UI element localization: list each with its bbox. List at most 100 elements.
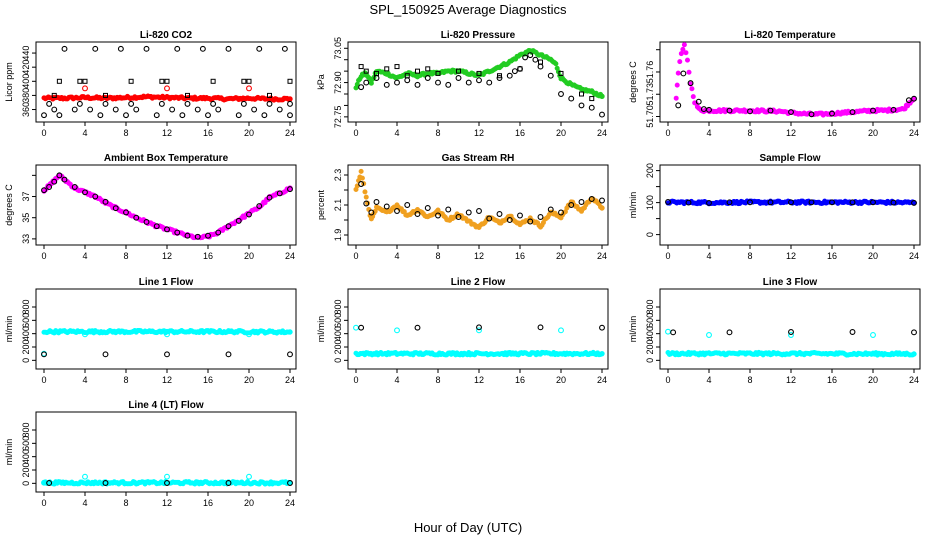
data-point — [256, 203, 263, 210]
y-tick-label: 800 — [21, 422, 31, 437]
data-point — [456, 68, 461, 74]
plot-frame — [659, 41, 921, 123]
x-tick-label: 16 — [203, 375, 213, 385]
series-circle — [670, 329, 917, 336]
data-point — [726, 107, 733, 114]
data-point — [41, 112, 47, 119]
data-point — [169, 106, 176, 113]
data-point — [788, 332, 794, 338]
x-tick-label: 8 — [123, 251, 128, 261]
data-point — [82, 473, 88, 480]
y-axis-label: degrees C — [628, 61, 638, 103]
x-tick-label: 20 — [244, 498, 254, 508]
x-tick-label: 4 — [82, 498, 87, 508]
series-circle — [665, 199, 917, 206]
data-point — [363, 194, 369, 200]
x-tick-label: 12 — [786, 128, 796, 138]
series-circle — [353, 324, 564, 334]
data-point — [82, 189, 88, 196]
y-tick-label: 200 — [21, 462, 31, 477]
data-point — [476, 324, 482, 331]
data-point — [537, 63, 544, 70]
data-point — [123, 112, 129, 119]
data-point — [46, 480, 53, 486]
data-point — [251, 106, 258, 113]
data-point — [246, 473, 252, 480]
plot-frame — [35, 288, 297, 370]
x-tick-label: 12 — [786, 375, 796, 385]
x-tick-label: 12 — [162, 375, 172, 385]
data-point — [41, 187, 47, 194]
data-point — [747, 108, 753, 115]
series-circle — [41, 172, 293, 240]
panel-ambient: Ambient Box Temperature degrees C 0 4 8 12 16 2… — [4, 153, 297, 261]
y-tick-label: 600 — [645, 313, 655, 328]
data-point — [112, 106, 119, 113]
plot-frame — [347, 288, 609, 370]
data-point — [46, 100, 53, 107]
x-tick-label: 24 — [285, 128, 295, 138]
y-axis-label: Licor ppm — [4, 62, 14, 102]
data-point — [205, 112, 211, 119]
data-point — [829, 110, 835, 117]
data-point — [394, 208, 400, 214]
series-circle — [41, 351, 293, 358]
data-point — [599, 93, 605, 99]
data-point — [599, 205, 605, 211]
series-circle — [41, 45, 293, 119]
data-point — [287, 480, 293, 486]
data-point — [362, 189, 368, 195]
y-tick-label: 51.76 — [645, 61, 655, 84]
x-tick-label: 16 — [827, 251, 837, 261]
data-point — [358, 168, 364, 174]
data-point — [435, 79, 441, 86]
data-point — [363, 200, 370, 207]
data-point — [890, 106, 897, 113]
panel-title: Li-820 Temperature — [744, 30, 836, 41]
data-point — [599, 324, 605, 331]
data-point — [276, 190, 283, 197]
data-point — [465, 209, 472, 216]
panel-title: Line 4 (LT) Flow — [128, 400, 204, 411]
x-tick-label: 0 — [665, 375, 670, 385]
y-tick-label: 0 — [21, 481, 31, 486]
y-tick-label: 420 — [21, 60, 31, 75]
data-point — [366, 206, 372, 212]
y-tick-label: 400 — [645, 326, 655, 341]
data-point — [164, 85, 170, 92]
data-point — [51, 178, 58, 185]
data-point — [235, 217, 242, 224]
y-tick-label: 2.1 — [333, 199, 343, 212]
data-point — [71, 184, 78, 190]
y-axis-label: kPa — [316, 74, 326, 90]
data-point — [445, 81, 452, 88]
x-tick-label: 8 — [435, 128, 440, 138]
data-point — [210, 78, 216, 84]
data-point — [41, 351, 47, 358]
data-point — [685, 199, 692, 206]
data-point — [415, 68, 420, 74]
data-point — [849, 329, 856, 335]
data-point — [394, 79, 400, 86]
y-tick-label: 400 — [333, 326, 343, 341]
data-point — [680, 46, 686, 52]
series-circle — [358, 181, 605, 225]
data-point — [890, 199, 897, 206]
data-point — [870, 332, 876, 338]
data-point — [92, 193, 99, 200]
data-point — [240, 100, 247, 107]
data-point — [695, 98, 702, 105]
panel-line4: Line 4 (LT) Flow ml/min 0 4 8 12 16 20 24 0 200400… — [4, 400, 297, 508]
data-point — [368, 209, 375, 216]
y-axis-label: ml/min — [316, 316, 326, 343]
data-point — [215, 106, 222, 113]
y-tick-label: 37 — [21, 192, 31, 202]
x-tick-label: 0 — [353, 251, 358, 261]
data-point — [179, 112, 186, 119]
data-point — [199, 45, 206, 52]
data-point — [266, 100, 273, 107]
data-point — [465, 79, 472, 86]
data-point — [435, 70, 441, 76]
series-circle — [82, 85, 252, 92]
data-point — [726, 199, 733, 206]
